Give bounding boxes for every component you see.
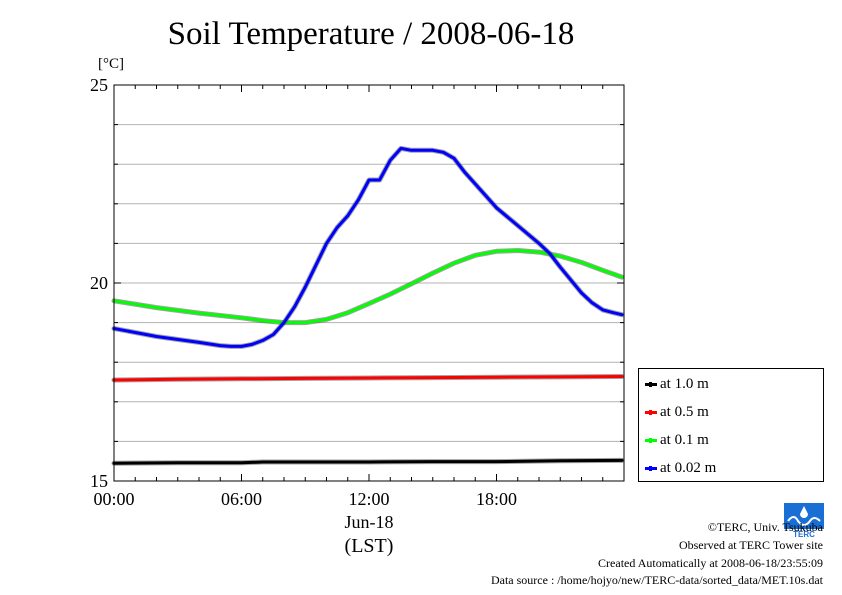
x-tick-label: 12:00: [348, 489, 389, 509]
terc-logo-icon: TERC: [784, 503, 824, 539]
x-tick-label: 00:00: [93, 489, 134, 509]
legend-label: at 0.1 m: [660, 431, 709, 448]
legend-item: at 0.1 m: [645, 430, 709, 450]
chart-title: Soil Temperature / 2008-06-18: [167, 16, 575, 52]
x-tick-label: 06:00: [221, 489, 262, 509]
gridlines: [114, 124, 624, 442]
legend-item: at 0.02 m: [645, 458, 716, 478]
legend-item: at 1.0 m: [645, 374, 709, 394]
series-line: [112, 375, 624, 382]
legend: at 1.0 m at 0.5 m at 0.1 m at 0.02 m: [638, 368, 824, 482]
y-tick-label: 25: [90, 75, 108, 95]
series-line: [112, 146, 624, 348]
x-tick-label: 18:00: [476, 489, 517, 509]
created-text: Created Automatically at 2008-06-18/23:5…: [598, 556, 823, 570]
y-unit-label: [°C]: [98, 56, 124, 72]
legend-swatch: [645, 465, 657, 471]
axes: 15 20 25 00:00 06:00 12:00 18:00: [90, 75, 625, 509]
y-tick-label: 15: [90, 471, 108, 491]
copyright-text: ©TERC, Univ. Tsukuba: [707, 520, 823, 534]
series-line: [112, 458, 624, 465]
x-axis-label: (LST): [345, 535, 394, 557]
data-source-text: Data source : /home/hojyo/new/TERC-data/…: [490, 573, 823, 587]
legend-swatch: [645, 437, 657, 443]
legend-swatch: [645, 409, 657, 415]
series-line-shadow: [111, 145, 625, 349]
legend-swatch: [645, 381, 657, 387]
legend-label: at 0.02 m: [660, 459, 717, 476]
x-date-label: Jun-18: [345, 512, 394, 532]
series-line: [112, 249, 624, 325]
y-tick-label: 20: [90, 273, 108, 293]
legend-label: at 0.5 m: [660, 403, 709, 420]
legend-label: at 1.0 m: [660, 375, 709, 392]
svg-text:TERC: TERC: [793, 530, 815, 539]
legend-item: at 0.5 m: [645, 402, 709, 422]
observed-text: Observed at TERC Tower site: [678, 538, 823, 552]
series-lines: [111, 145, 625, 466]
